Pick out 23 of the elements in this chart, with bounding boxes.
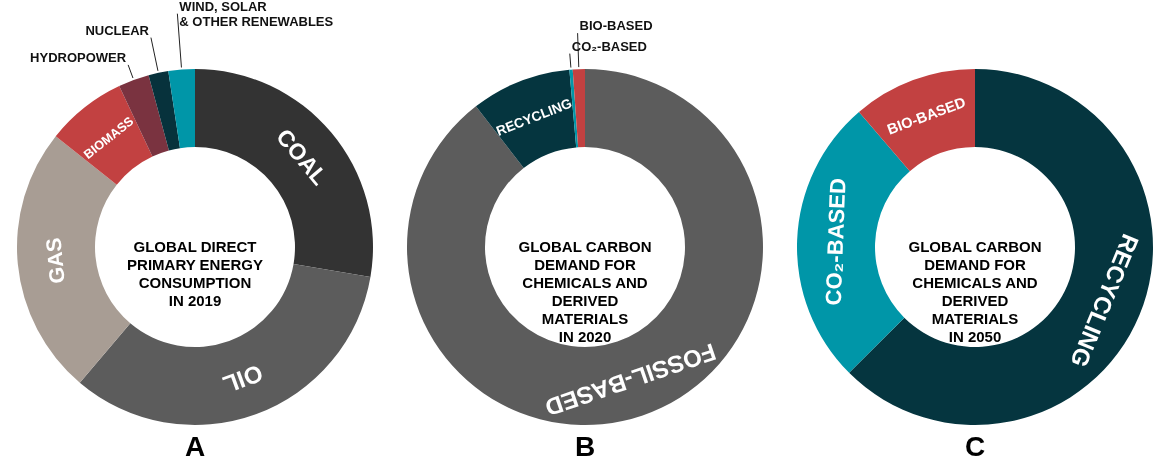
slice-label: CO₂-BASED (820, 177, 851, 306)
donut-slice (195, 69, 373, 278)
donut-slice (849, 69, 1153, 425)
donut-slice (407, 69, 763, 425)
text: GLOBAL DIRECT PRIMARY ENERGY CONSUMPTION IN 2019 (127, 238, 263, 309)
slice-label: CO₂-BASED (571, 38, 647, 54)
text: GLOBAL CARBON DEMAND FOR CHEMICALS AND DERIVED MATERIALS IN 2050 (908, 238, 1042, 345)
slice-label: OIL (219, 359, 267, 399)
text: B (574, 431, 596, 459)
slice-label: GAS (41, 236, 70, 285)
slice-label: BIO-BASED (579, 18, 653, 34)
donut-slice (55, 85, 153, 185)
donut-slice (858, 69, 975, 172)
text: A (184, 431, 206, 459)
donut-slice (148, 71, 180, 151)
text: GLOBAL CARBON DEMAND FOR CHEMICALS AND DERIVED MATERIALS IN 2020 (518, 238, 652, 345)
donut-slice (168, 69, 195, 149)
slice-label: WIND, SOLAR & OTHER RENEWABLES (179, 0, 334, 29)
donut-slice (572, 69, 585, 148)
slice-label: NUCLEAR (85, 22, 150, 38)
text: C (964, 431, 986, 459)
donut-slice (475, 69, 577, 168)
slice-label: HYDROPOWER (30, 49, 127, 65)
